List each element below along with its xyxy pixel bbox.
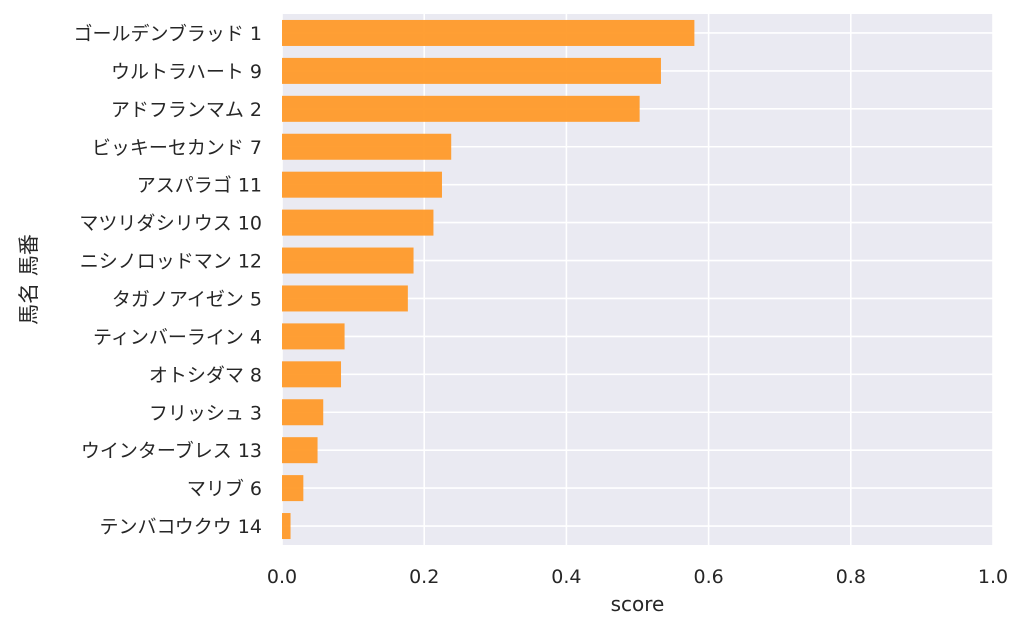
- bar: [282, 19, 695, 46]
- category-labels: ゴールデンブラッド 1 ウルトラハート 9 アドフランマム 2 ビッキーセカンド 7 ア…: [73, 22, 262, 538]
- bars: [282, 19, 695, 540]
- plot-area: [282, 14, 993, 545]
- category-label: オトシダマ 8: [149, 364, 262, 386]
- category-label: ゴールデンブラッド 1: [73, 22, 262, 45]
- x-tick-label: 1.0: [978, 566, 1008, 588]
- bar: [282, 361, 342, 388]
- category-label: ニシノロッドマン 12: [80, 251, 262, 273]
- x-tick-label: 0.6: [693, 566, 723, 588]
- category-label: マリブ 6: [187, 477, 262, 500]
- bar: [282, 57, 661, 84]
- bar: [282, 399, 324, 426]
- bar: [282, 285, 408, 312]
- category-label: ティンバーライン 4: [93, 326, 262, 348]
- bar: [282, 323, 345, 350]
- y-axis-label: 馬名 馬番: [17, 234, 41, 325]
- bar: [282, 513, 291, 540]
- bar: [282, 437, 318, 464]
- bar: [282, 475, 304, 502]
- bar: [282, 209, 434, 236]
- bar: [282, 171, 442, 198]
- bar: [282, 133, 452, 160]
- category-label: マツリダシリウス 10: [79, 213, 262, 235]
- category-label: ビッキーセカンド 7: [92, 137, 262, 159]
- category-label: タガノアイゼン 5: [112, 288, 262, 310]
- category-label: ウインターブレス 13: [81, 439, 262, 462]
- category-label: アスパラゴ 11: [137, 175, 262, 197]
- bar: [282, 247, 414, 274]
- category-label: テンバコウクウ 14: [100, 516, 262, 538]
- x-tick-label: 0.2: [409, 566, 439, 588]
- category-label: アドフランマム 2: [111, 99, 262, 121]
- bar: [282, 95, 640, 122]
- x-axis-label: score: [611, 592, 665, 616]
- x-tick-label: 0.0: [267, 566, 297, 588]
- category-label: フリッシュ 3: [149, 402, 262, 424]
- x-tick-label: 0.4: [551, 566, 581, 588]
- category-label: ウルトラハート 9: [111, 61, 262, 83]
- x-tick-label: 0.8: [836, 566, 866, 588]
- x-tick-labels: 0.0 0.2 0.4 0.6 0.8 1.0: [267, 566, 1008, 588]
